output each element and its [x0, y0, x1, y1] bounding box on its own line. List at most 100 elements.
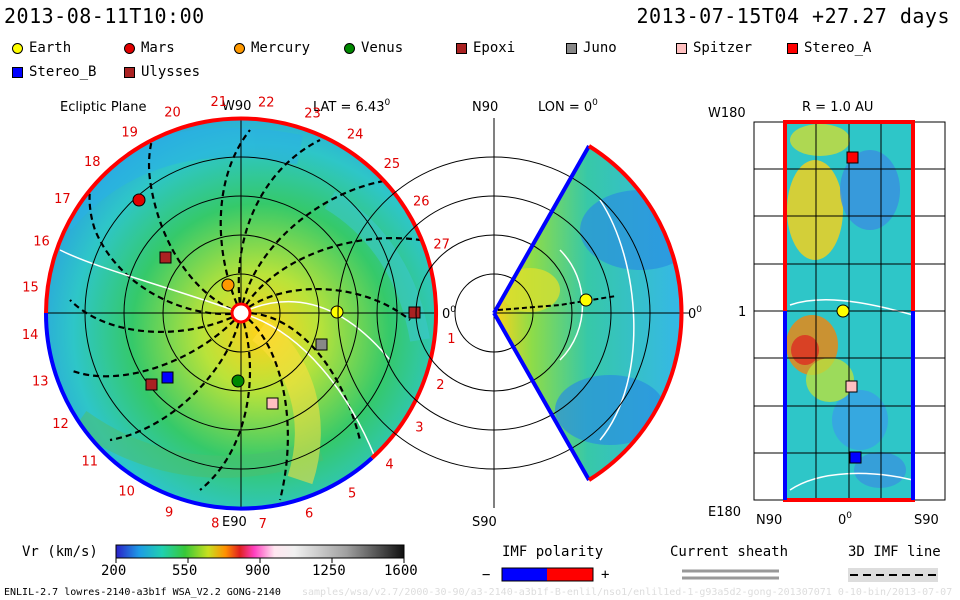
sphere-panel: W180 R = 1.0 AU 1 E180 N90 00 S90 [708, 100, 946, 528]
sphere-mid-left: 1 [738, 305, 746, 320]
day-number-label: 7 [259, 517, 267, 532]
day-number-label: 2 [436, 378, 444, 393]
mars-marker-icon [124, 42, 135, 54]
spitzer-marker-icon [845, 380, 858, 393]
sphere-bottom-left: E180 [708, 505, 741, 520]
reference-time: 2013-07-15T04 +27.27 days [636, 4, 950, 28]
imf-negative-swatch [502, 568, 547, 581]
legend-spitzer: Spitzer [676, 40, 752, 56]
legend-label: Mars [141, 40, 175, 56]
ulysses-marker-icon [124, 66, 135, 78]
day-number-label: 27 [433, 237, 450, 252]
legend-ulysses: Ulysses [124, 64, 200, 80]
vr-tick-900: 900 [245, 563, 271, 579]
meridional-right-label: 00 [688, 305, 702, 322]
legend-label: Earth [29, 40, 72, 56]
earth-marker-icon [579, 293, 593, 307]
stereo-b-marker-icon [161, 371, 174, 384]
day-number-label: 22 [258, 96, 275, 111]
day-number-label: 21 [211, 95, 228, 110]
meridional-bottom-label: S90 [472, 515, 497, 530]
day-number-label: 12 [52, 417, 69, 432]
day-number-label: 4 [385, 457, 393, 472]
day-number-label: 3 [415, 421, 423, 436]
vr-tick-1600: 1600 [384, 563, 418, 579]
sphere-bottom-mid-sup: 0 [846, 511, 852, 521]
meridional-title-sup: 0 [592, 98, 598, 108]
earth-marker-icon [12, 42, 23, 54]
ecliptic-right-label: 00 [442, 305, 456, 322]
day-number-label: 6 [305, 507, 313, 522]
vr-colorbar-title: Vr (km/s) [22, 544, 98, 560]
epoxi-marker-icon [456, 42, 467, 54]
imf-polarity-title: IMF polarity [502, 544, 604, 560]
day-number-label: 13 [32, 374, 49, 389]
ecliptic-top-label: W90 [222, 99, 251, 114]
ecliptic-bottom-label: E90 [222, 515, 247, 530]
sphere-bottom-mid: 00 [838, 511, 852, 528]
legend-mercury: Mercury [234, 40, 310, 56]
stereo-a-marker-icon [787, 42, 798, 54]
meridional-title-value: LON = 0 [538, 100, 592, 115]
day-number-label: 1 [447, 332, 455, 347]
imf3d-swatch [848, 568, 938, 582]
day-number-label: 26 [413, 194, 430, 209]
day-number-label: 19 [121, 126, 138, 141]
vr-colorbar [115, 544, 405, 563]
juno-marker-icon [315, 338, 328, 351]
imf-positive-swatch [547, 568, 593, 581]
earth-marker-icon [836, 304, 850, 318]
sphere-bottom-s: S90 [914, 513, 939, 528]
day-number-label: 25 [384, 157, 401, 172]
sphere-bottom-mid-value: 0 [838, 513, 846, 528]
ecliptic-right-value: 0 [442, 307, 450, 322]
legend-stereo-b: Stereo_B [12, 64, 96, 80]
vr-colorbar-gradient [115, 544, 405, 559]
sun-icon [230, 302, 252, 324]
legend-label: Epoxi [473, 40, 516, 56]
vr-tick-200: 200 [101, 563, 127, 579]
legend-juno: Juno [566, 40, 617, 56]
meridional-panel: N90 LON = 00 S90 00 [337, 98, 702, 530]
meridional-right-value: 0 [688, 307, 696, 322]
day-number-label: 10 [118, 485, 135, 500]
meridional-top-label: N90 [472, 100, 498, 115]
legend-epoxi: Epoxi [456, 40, 515, 56]
legend-earth: Earth [12, 40, 71, 56]
day-number-label: 17 [54, 192, 71, 207]
ecliptic-panel: Ecliptic Plane W90 LAT = 6.430 E90 00 12… [22, 95, 456, 532]
stereo-b-marker-icon [12, 66, 23, 78]
meridional-right-sup: 0 [696, 305, 702, 315]
spitzer-marker-icon [676, 42, 687, 54]
epoxi-marker-icon [408, 306, 421, 319]
legend-mars: Mars [124, 40, 175, 56]
stereo-a-marker-icon [846, 151, 859, 164]
legend-label: Venus [361, 40, 404, 56]
day-number-label: 20 [164, 105, 181, 120]
spitzer-marker-icon [266, 397, 279, 410]
legend-venus: Venus [344, 40, 403, 56]
current-sheath-title: Current sheath [670, 544, 789, 560]
imf-minus-label: − [482, 567, 491, 583]
ecliptic-lat-sup: 0 [384, 98, 390, 108]
day-number-label: 11 [82, 455, 99, 470]
earth-marker-icon [330, 305, 344, 319]
mars-marker-icon [132, 193, 146, 207]
legend-label: Juno [583, 40, 617, 56]
ecliptic-lat-value: LAT = 6.43 [313, 100, 384, 115]
imf3d-title: 3D IMF line [848, 544, 941, 560]
current-sheath-swatch [682, 569, 779, 581]
legend-stereo-a: Stereo_A [787, 40, 871, 56]
stereo-b-marker-icon [849, 451, 862, 464]
imf-polarity-bar [501, 567, 594, 582]
imf-plus-label: + [601, 567, 610, 583]
footer-path: samples/wsa/v2.7/2000-30-90/a3-2140-a3b1… [302, 587, 952, 598]
venus-marker-icon [344, 42, 355, 54]
ulysses-marker-icon [145, 378, 158, 391]
sphere-bottom-n: N90 [756, 513, 782, 528]
ecliptic-lat: LAT = 6.430 [313, 98, 390, 115]
day-number-label: 9 [165, 506, 173, 521]
ecliptic-right-sup: 0 [450, 305, 456, 315]
day-number-label: 16 [33, 234, 50, 249]
